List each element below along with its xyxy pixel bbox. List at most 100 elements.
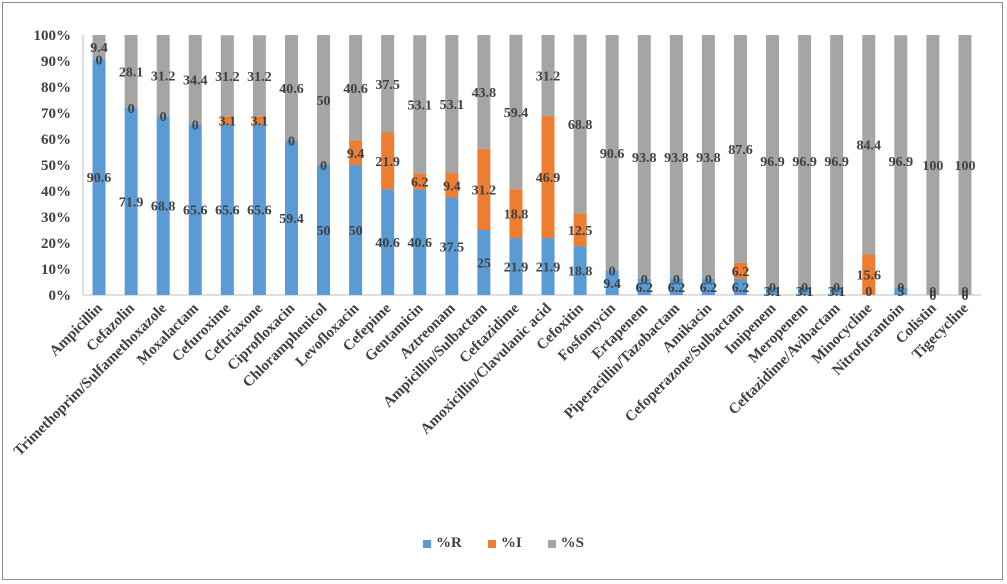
data-label: 0 — [929, 289, 936, 304]
legend-label-s: %S — [560, 535, 585, 551]
data-label: 31.2 — [247, 70, 272, 85]
data-label: 84.4 — [857, 139, 882, 154]
data-label: 68.8 — [151, 200, 176, 215]
legend-item-s: %S — [547, 535, 585, 552]
data-label: 12.5 — [568, 224, 593, 239]
data-label: 40.6 — [279, 82, 304, 97]
bar-segment-i — [862, 254, 876, 295]
data-label: 3.1 — [828, 285, 846, 300]
legend: %R %I %S — [0, 535, 1007, 552]
legend-swatch-r — [422, 539, 431, 548]
bar-segment-i — [413, 173, 427, 190]
y-tick-label: 30% — [41, 210, 71, 226]
data-label: 25 — [477, 257, 491, 272]
bar-segment-r — [413, 189, 427, 295]
bar-segment-r — [317, 165, 331, 295]
bar-segment-r — [509, 238, 523, 295]
data-label: 0 — [865, 285, 872, 300]
data-label: 18.8 — [568, 265, 593, 280]
data-label: 0 — [288, 135, 295, 150]
data-label: 37.5 — [375, 78, 400, 93]
y-tick-label: 40% — [41, 184, 71, 200]
bar-segment-i — [252, 116, 266, 125]
bar-segment-s — [445, 35, 459, 174]
bar-segment-r — [124, 108, 138, 295]
data-label: 46.9 — [536, 171, 561, 186]
data-label: 28.1 — [119, 66, 144, 81]
bar-segment-s — [541, 35, 555, 117]
data-label: 0 — [160, 110, 167, 125]
bar-segment-s — [92, 35, 106, 60]
y-tick-label: 80% — [41, 80, 71, 96]
data-label: 3.1 — [219, 114, 237, 129]
data-label: 65.6 — [183, 204, 208, 219]
data-label: 6.2 — [668, 281, 686, 296]
data-label: 3.1 — [796, 285, 814, 300]
bar-segment-s — [766, 35, 780, 287]
data-label: 100 — [954, 159, 975, 174]
data-label: 71.9 — [119, 196, 144, 211]
data-label: 59.4 — [279, 212, 304, 227]
data-label: 96.9 — [824, 155, 849, 170]
bar-segment-s — [733, 35, 747, 263]
bar-segment-i — [477, 148, 491, 230]
bar-segment-s — [381, 35, 395, 133]
y-tick-label: 20% — [41, 236, 71, 252]
bar-segment-r — [284, 140, 298, 295]
bar-segment-r — [830, 286, 844, 295]
bar-segment-s — [220, 35, 234, 117]
bar-segment-r — [381, 189, 395, 295]
bar-segment-s — [637, 35, 651, 279]
data-label: 0 — [320, 159, 327, 174]
data-label: 0 — [609, 265, 616, 280]
data-label: 65.6 — [247, 204, 272, 219]
bar-segment-r — [605, 270, 619, 295]
legend-label-r: %R — [435, 535, 462, 551]
bar-segment-r — [541, 238, 555, 295]
data-label: 31.2 — [472, 183, 497, 198]
bar-segment-s — [830, 35, 844, 287]
y-tick-label: 100% — [34, 28, 72, 44]
data-label: 6.2 — [732, 281, 750, 296]
data-label: 9.4 — [347, 147, 365, 162]
bar-segment-s — [926, 35, 940, 295]
data-label: 0 — [128, 102, 135, 117]
bar-segment-s — [284, 35, 298, 141]
data-label: 0 — [96, 53, 103, 68]
bar-segment-r — [445, 197, 459, 295]
data-label: 93.8 — [664, 151, 689, 166]
data-label: 100 — [922, 159, 943, 174]
bar-segment-i — [220, 116, 234, 125]
legend-item-i: %I — [487, 535, 522, 552]
data-label: 31.2 — [536, 70, 561, 85]
y-tick-label: 10% — [41, 262, 71, 278]
y-tick-label: 50% — [41, 158, 71, 174]
bar-segment-r — [894, 287, 908, 295]
bar-segment-s — [252, 35, 266, 117]
bar-segment-i — [541, 116, 555, 239]
data-label: 6.2 — [732, 265, 750, 280]
data-label: 53.1 — [440, 98, 465, 113]
data-label: 0 — [705, 273, 712, 288]
bar-segment-i — [445, 173, 459, 198]
data-label: 31.2 — [151, 70, 176, 85]
data-label: 0 — [961, 289, 968, 304]
bar-segment-s — [349, 35, 363, 141]
bar-segment-r — [156, 116, 170, 296]
bar-segment-s — [605, 35, 619, 271]
data-label: 6.2 — [636, 281, 654, 296]
data-label: 3.1 — [251, 114, 269, 129]
data-label: 0 — [801, 281, 808, 296]
data-label: 0 — [192, 118, 199, 133]
data-label: 34.4 — [183, 74, 208, 89]
bar-segment-r — [349, 165, 363, 295]
legend-swatch-i — [487, 539, 496, 548]
data-label: 90.6 — [87, 171, 112, 186]
bar-segment-i — [573, 213, 587, 247]
bar-segment-s — [573, 34, 587, 214]
data-label: 65.6 — [215, 204, 240, 219]
data-label: 0 — [673, 273, 680, 288]
data-label: 9.4 — [603, 277, 621, 292]
y-tick-label: 90% — [41, 54, 71, 70]
data-label: 0 — [961, 285, 968, 300]
